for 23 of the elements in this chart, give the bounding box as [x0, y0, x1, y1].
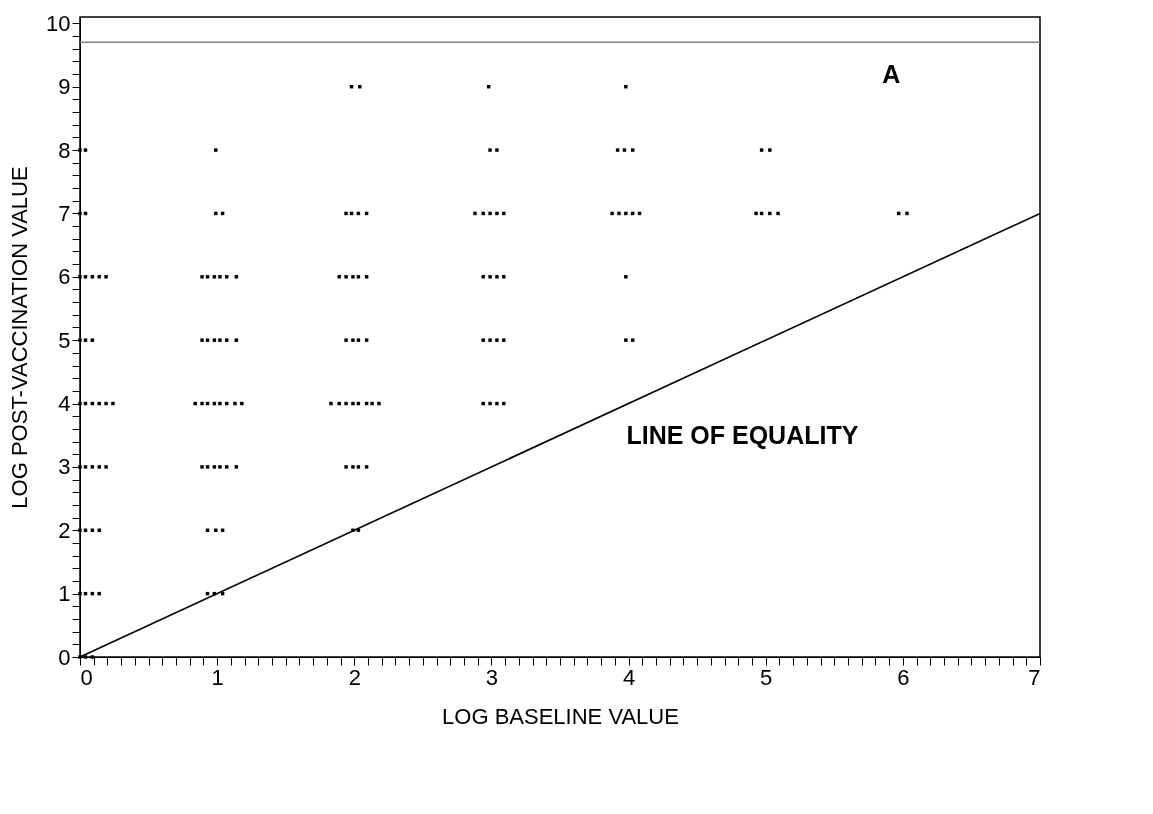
x-tick-label: 7	[1028, 664, 1041, 690]
x-tick-label: 5	[760, 664, 773, 690]
x-tick-label: 4	[622, 664, 636, 690]
x-tick-label: 1	[211, 664, 224, 690]
x-tick-label: 3	[485, 664, 499, 690]
y-tick-label: 7	[58, 200, 71, 226]
y-tick-label: 0	[58, 644, 71, 670]
y-tick-label: 2	[58, 517, 71, 543]
y-tick-label: 8	[58, 137, 71, 163]
x-axis-title: LOG BASELINE VALUE	[442, 703, 679, 729]
annotation: LINE OF EQUALITY	[626, 421, 859, 450]
y-tick-label: 10	[46, 10, 71, 36]
y-tick-label: 6	[58, 264, 71, 290]
y-tick-label: 9	[58, 74, 71, 100]
annotation: A	[882, 59, 901, 88]
x-tick-label: 6	[897, 664, 910, 690]
x-tick-label: 0	[80, 664, 93, 690]
y-tick-label: 3	[58, 454, 71, 480]
y-axis-title: LOG POST-VACCINATION VALUE	[7, 166, 33, 509]
x-tick-label: 2	[348, 664, 361, 690]
y-tick-label: 5	[58, 327, 71, 353]
y-tick-label: 1	[58, 581, 71, 607]
y-tick-label: 4	[58, 391, 71, 417]
